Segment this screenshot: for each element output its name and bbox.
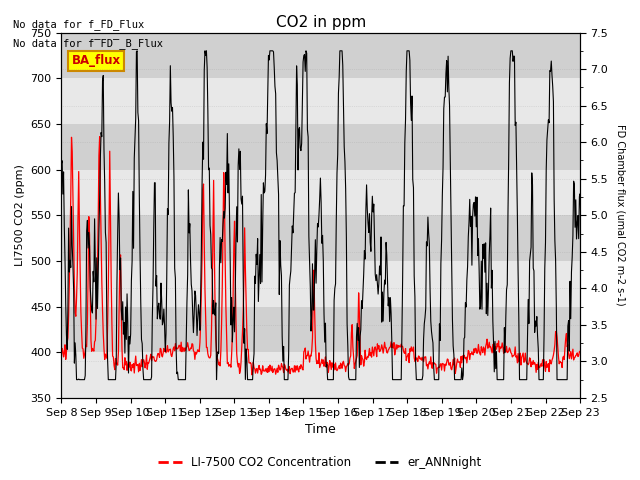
Bar xyxy=(61,169,580,215)
Bar xyxy=(61,78,580,124)
Y-axis label: FD Chamber flux (umal CO2 m-2 s-1): FD Chamber flux (umal CO2 m-2 s-1) xyxy=(615,124,625,306)
Bar xyxy=(61,352,580,398)
Text: BA_flux: BA_flux xyxy=(72,54,121,68)
Text: No data for f̅FD̅_B_Flux: No data for f̅FD̅_B_Flux xyxy=(13,38,163,49)
Bar xyxy=(61,124,580,169)
Y-axis label: LI7500 CO2 (ppm): LI7500 CO2 (ppm) xyxy=(15,164,25,266)
X-axis label: Time: Time xyxy=(305,423,336,436)
Bar xyxy=(61,307,580,352)
Title: CO2 in ppm: CO2 in ppm xyxy=(276,15,366,30)
Legend: LI-7500 CO2 Concentration, er_ANNnight: LI-7500 CO2 Concentration, er_ANNnight xyxy=(153,452,487,474)
Bar xyxy=(61,215,580,261)
Bar xyxy=(61,33,580,78)
Bar xyxy=(61,261,580,307)
Text: No data for f_FD_Flux: No data for f_FD_Flux xyxy=(13,19,144,30)
